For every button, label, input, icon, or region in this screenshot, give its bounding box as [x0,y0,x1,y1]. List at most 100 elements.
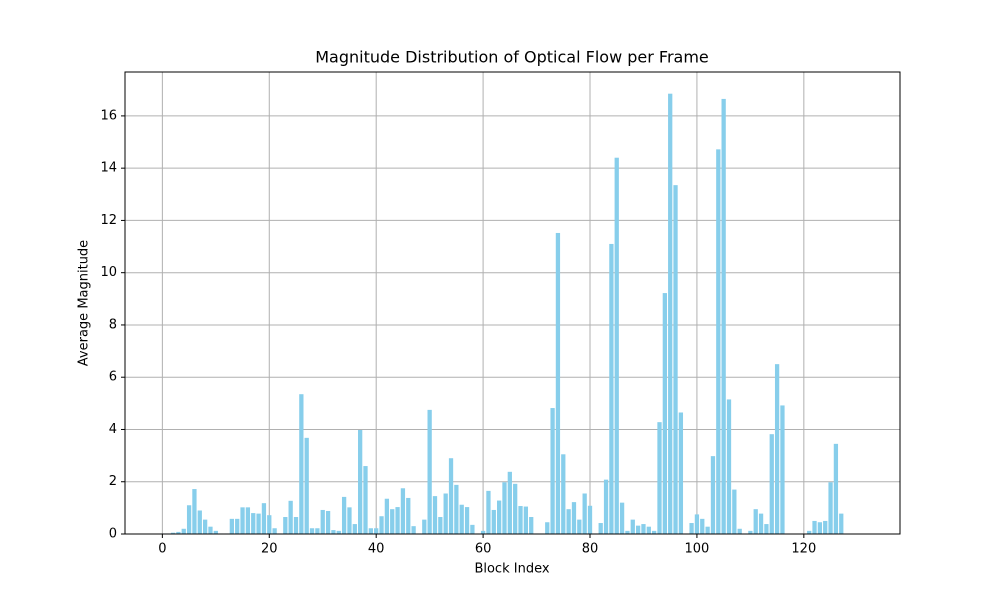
bar [652,530,657,534]
bar [315,528,320,534]
bar [170,532,176,534]
bar [839,513,844,534]
bar [454,484,459,534]
bar [705,526,710,534]
bar [299,394,304,534]
bar [587,505,593,534]
x-tick-label: 100 [685,542,710,557]
y-tick-label: 2 [109,474,117,489]
bar [384,498,390,534]
bar [732,489,737,534]
bar [358,429,363,534]
bar [502,482,507,534]
bar [181,528,186,534]
bar [545,522,550,534]
bar [726,399,732,534]
bar [374,528,379,534]
bar [432,496,438,534]
bar [390,509,395,534]
bar [780,405,785,534]
bar [176,531,181,534]
bar [283,517,288,534]
y-axis-label: Average Magnitude [77,240,92,366]
bar [347,507,352,534]
bar [491,509,496,534]
bar [662,293,667,534]
bar [245,507,251,534]
bar [341,496,347,534]
y-tick-label: 4 [109,422,117,437]
bar [352,524,357,534]
bar [769,434,774,534]
bar [571,502,577,534]
bar [320,509,325,534]
bar [229,518,234,534]
bar [694,514,700,534]
bar [598,523,603,534]
bar [716,149,721,534]
bar [256,513,261,534]
bar [464,507,470,534]
bar [379,516,384,534]
bar [448,458,454,534]
bar [555,232,561,534]
bar [459,504,464,534]
y-tick-label: 12 [100,213,117,228]
bar [197,510,202,534]
bar [443,493,448,534]
bar [304,437,309,534]
bar [828,482,833,534]
bar [529,517,534,534]
bar [523,506,529,534]
bar [192,489,197,534]
bar [513,483,518,534]
bar [614,157,619,535]
bar [630,519,635,534]
bar [566,509,571,534]
bar [700,518,705,534]
bar [646,526,651,534]
bar [635,525,641,534]
bar [438,517,443,534]
x-tick-label: 120 [791,542,816,557]
bar [411,526,416,534]
bar [774,364,780,534]
bar [758,513,764,534]
bar [427,409,432,534]
y-tick-label: 16 [100,108,117,123]
bar [288,500,293,534]
plot-frame [124,71,901,535]
bar [336,530,341,534]
bar [603,479,609,534]
bar [486,490,491,534]
chart-title: Magnitude Distribution of Optical Flow p… [315,48,709,67]
bar [673,185,678,534]
bar [507,471,512,534]
bar [561,454,566,534]
bar [422,519,427,534]
bar [518,506,523,534]
bar [823,520,828,534]
bar [807,530,812,534]
bar [678,412,684,534]
bar [267,515,272,534]
bar [577,519,582,534]
x-tick-label: 0 [158,542,166,557]
bar [293,517,299,534]
bar [325,511,331,534]
y-tick-label: 8 [109,317,117,332]
bar [710,456,716,534]
y-tick-label: 0 [109,527,117,542]
x-axis-label: Block Index [474,562,549,577]
bar [186,505,192,534]
bar [480,530,486,534]
bar [368,528,373,534]
y-tick-label: 6 [109,370,117,385]
bar [550,408,555,534]
x-tick-label: 40 [368,542,385,557]
bar [496,500,502,534]
bar [582,493,587,534]
bar [748,530,753,534]
